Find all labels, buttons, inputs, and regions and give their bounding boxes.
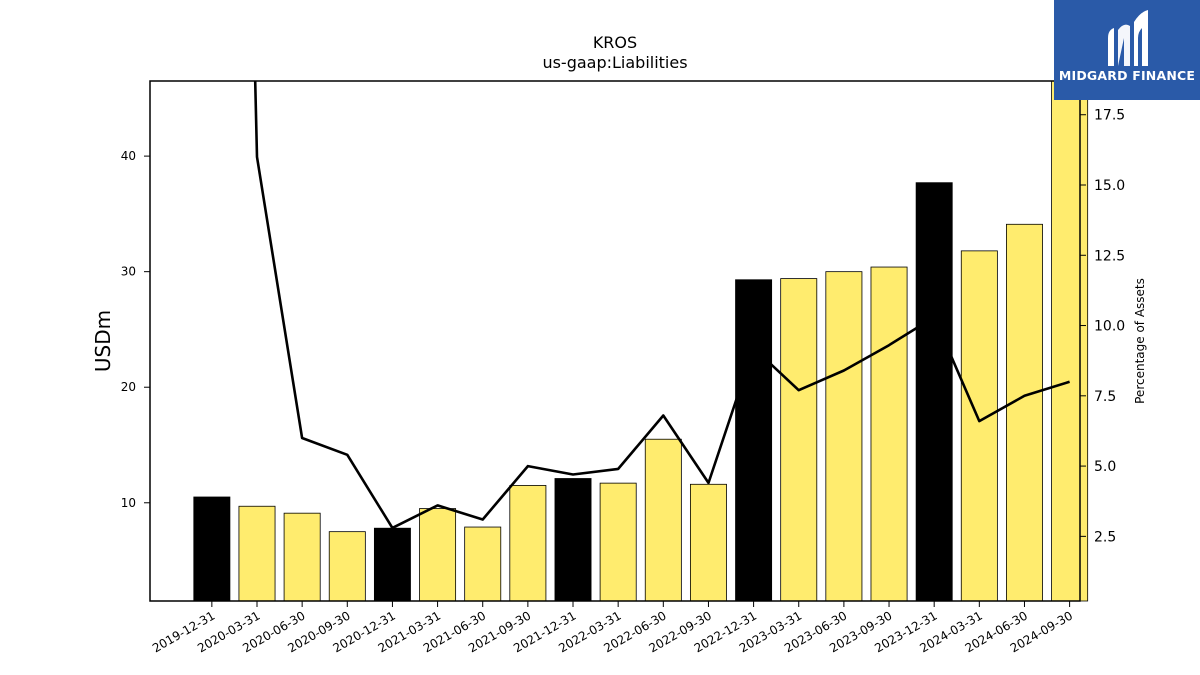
bar xyxy=(825,271,863,602)
bar xyxy=(960,250,998,602)
y2-tick-label: 12.5 xyxy=(1094,248,1125,264)
midgard-logo-icon xyxy=(1108,10,1148,67)
bar xyxy=(328,531,366,602)
y2-tick-label: 2.5 xyxy=(1094,529,1116,545)
y2-tick-label: 17.5 xyxy=(1094,108,1125,124)
y-tick-label: 20 xyxy=(121,380,136,394)
line-path xyxy=(253,81,1070,530)
brand-name: MIDGARD FINANCE xyxy=(1058,68,1196,83)
y-axis-left: 10 20 30 40 xyxy=(121,149,150,510)
bar xyxy=(644,438,682,602)
bar xyxy=(1006,223,1043,602)
bar xyxy=(1051,80,1089,602)
bar xyxy=(238,505,276,602)
bar xyxy=(915,182,953,602)
brand-logo: MIDGARD FINANCE xyxy=(1054,0,1200,100)
chart-subtitle: us-gaap:Liabilities xyxy=(542,53,687,72)
bar xyxy=(599,482,637,602)
bar xyxy=(780,278,818,602)
y2-tick-label: 10.0 xyxy=(1094,319,1125,335)
plot-frame xyxy=(149,80,1081,602)
bar-series xyxy=(193,80,1089,602)
y-axis-label: USDm xyxy=(91,310,115,372)
bar xyxy=(689,483,727,602)
bar xyxy=(373,527,411,602)
chart-title: KROS xyxy=(593,33,637,52)
bar xyxy=(419,508,457,602)
y-tick-label: 10 xyxy=(121,496,136,510)
y-tick-label: 40 xyxy=(121,149,136,163)
line-series xyxy=(253,81,1070,530)
bar xyxy=(193,496,231,602)
bar xyxy=(735,279,773,602)
bar xyxy=(464,526,502,602)
chart-title-group: KROS us-gaap:Liabilities xyxy=(542,33,687,72)
y2-tick-label: 15.0 xyxy=(1094,178,1125,194)
y2-tick-label: 5.0 xyxy=(1094,459,1116,475)
y2-tick-label: 7.5 xyxy=(1094,389,1116,405)
bar xyxy=(870,266,908,602)
y-axis-right: 2.5 5.0 7.5 10.0 12.5 15.0 17.5 xyxy=(1080,108,1125,545)
y2-axis-label: Percentage of Assets xyxy=(1133,278,1147,404)
x-axis: 2019-12-312020-03-312020-06-302020-09-30… xyxy=(150,601,1075,655)
y-tick-label: 30 xyxy=(121,265,136,279)
bar xyxy=(509,485,547,602)
bar xyxy=(554,478,592,602)
bar xyxy=(283,512,321,602)
